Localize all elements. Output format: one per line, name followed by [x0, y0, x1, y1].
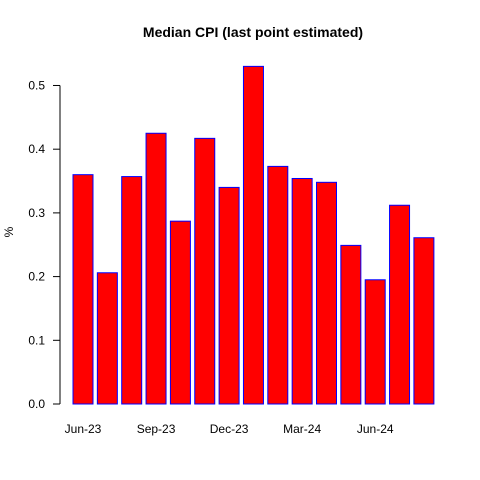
bar-sep-23 — [145, 132, 167, 405]
bar-feb-24 — [267, 165, 289, 405]
bar-mar-24 — [291, 177, 313, 405]
bar-aug-24 — [413, 237, 435, 405]
bar-jul-23 — [96, 272, 118, 405]
bars-group — [72, 65, 435, 405]
bar-nov-23 — [194, 137, 216, 405]
bar-jun-23 — [72, 174, 94, 405]
x-tick-label: Sep-23 — [137, 422, 176, 436]
y-tick-label: 0.5 — [28, 78, 45, 92]
y-tick-label: 0.4 — [28, 142, 45, 156]
bar-aug-23 — [121, 176, 143, 405]
x-tick-label: Jun-23 — [65, 422, 102, 436]
x-axis-labels: Jun-23 Sep-23 Dec-23 Mar-24 Jun-24 — [65, 422, 394, 436]
bar-jan-24 — [242, 65, 264, 405]
y-axis: 0.0 0.1 0.2 0.3 0.4 0.5 — [28, 78, 61, 411]
y-tick-label: 0.1 — [28, 333, 45, 347]
x-tick-label: Mar-24 — [283, 422, 321, 436]
bar-oct-23 — [169, 220, 191, 405]
bar-jul-24 — [389, 204, 411, 405]
bar-apr-24 — [316, 181, 337, 405]
chart-title: Median CPI (last point estimated) — [143, 24, 363, 40]
y-tick-label: 0.0 — [28, 397, 45, 411]
x-tick-label: Dec-23 — [210, 422, 249, 436]
y-tick-label: 0.3 — [28, 206, 45, 220]
y-tick-label: 0.2 — [28, 270, 45, 284]
bar-jun-24 — [364, 279, 386, 405]
x-tick-label: Jun-24 — [357, 422, 394, 436]
bar-may-24 — [340, 244, 362, 405]
y-axis-label: % — [2, 226, 16, 237]
bar-dec-23 — [218, 186, 240, 405]
